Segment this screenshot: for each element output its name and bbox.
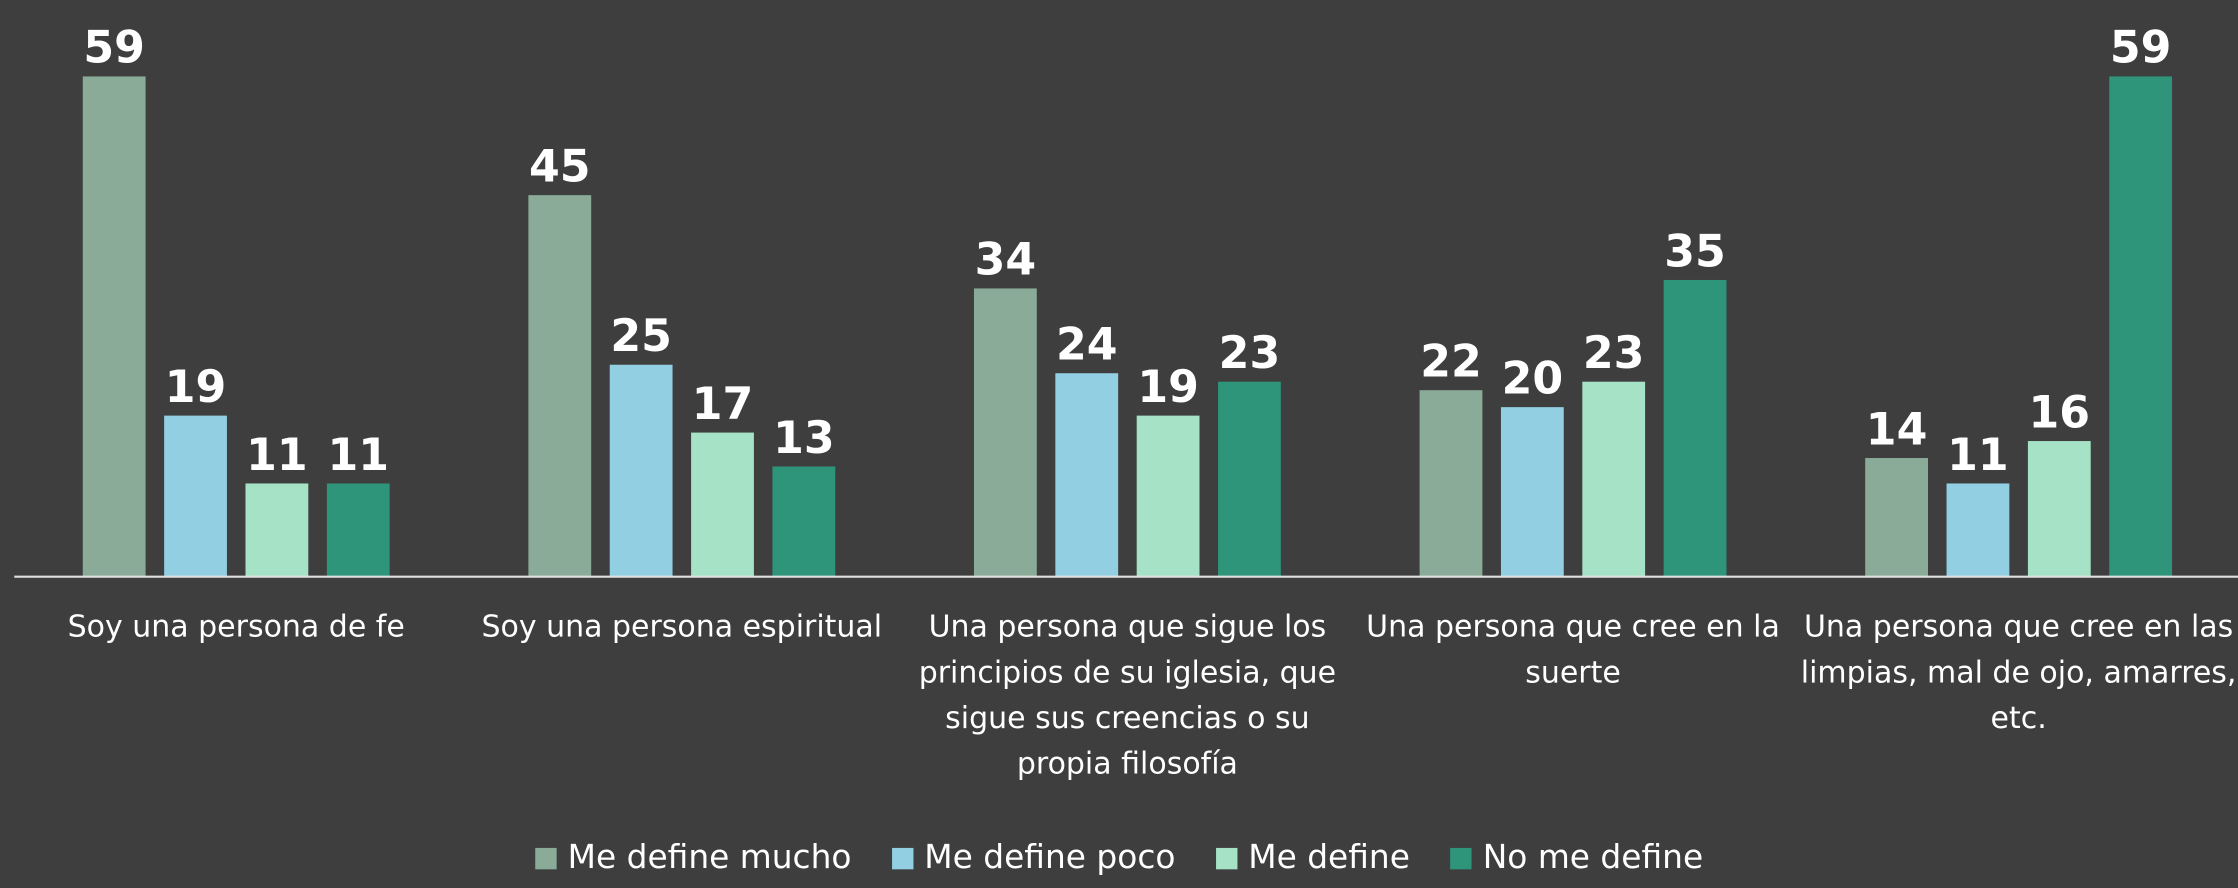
legend: Me define mucho Me define poco Me define No… bbox=[0, 839, 2238, 876]
bar bbox=[1500, 407, 1564, 577]
value-label: 34 bbox=[975, 235, 1037, 286]
bar bbox=[691, 432, 754, 577]
bar bbox=[1136, 415, 1200, 577]
bar bbox=[1946, 483, 2010, 577]
bar bbox=[973, 288, 1037, 577]
x-tick-label: Soy una persona espiritual bbox=[481, 609, 883, 644]
legend-box: Me define mucho Me define poco Me define No… bbox=[0, 839, 2238, 876]
category-label-box: Soy una persona de fe bbox=[67, 609, 405, 644]
value-label: 22 bbox=[1420, 336, 1482, 387]
x-tick-label: Una persona que cree en las limpias, mal… bbox=[1800, 609, 2237, 736]
legend-item: Me define bbox=[1215, 839, 1410, 876]
bar bbox=[1663, 279, 1727, 577]
legend-swatch bbox=[1449, 847, 1472, 869]
legend-swatch bbox=[1215, 847, 1237, 869]
bar bbox=[82, 76, 146, 577]
legend-item: Me define mucho bbox=[534, 839, 852, 877]
legend-item: Me define poco bbox=[891, 839, 1175, 876]
legend-label: Me define mucho bbox=[567, 839, 852, 877]
x-tick-label: Una persona que sigue los principios de … bbox=[918, 609, 1337, 781]
bar bbox=[1865, 458, 1928, 577]
value-label: 35 bbox=[1664, 226, 1726, 277]
bar bbox=[528, 195, 592, 577]
value-label: 24 bbox=[1056, 320, 1118, 371]
value-label: 59 bbox=[2110, 23, 2172, 74]
bar bbox=[326, 483, 390, 577]
category-label-box: Una persona que cree en las limpias, mal… bbox=[1800, 609, 2237, 736]
bar bbox=[609, 364, 673, 577]
value-label: 59 bbox=[83, 23, 145, 74]
category-label-box: Una persona que cree en la suerte bbox=[1366, 609, 1780, 690]
value-label: 11 bbox=[246, 430, 308, 481]
value-label: 14 bbox=[1866, 404, 1928, 455]
value-label: 25 bbox=[610, 311, 672, 362]
value-label: 16 bbox=[2029, 387, 2091, 438]
value-label: 20 bbox=[1502, 353, 1564, 404]
bar bbox=[772, 466, 836, 577]
value-label: 23 bbox=[1583, 328, 1645, 379]
x-tick-label: Una persona que cree en la suerte bbox=[1366, 609, 1780, 690]
bar bbox=[1055, 373, 1119, 577]
value-label: 45 bbox=[529, 141, 591, 192]
legend-label: Me define bbox=[1248, 839, 1410, 877]
bar bbox=[2109, 76, 2173, 577]
value-label: 19 bbox=[1137, 362, 1199, 413]
legend-swatch bbox=[534, 847, 557, 869]
value-label: 19 bbox=[165, 362, 227, 413]
bar bbox=[164, 415, 227, 577]
legend-label: Me define poco bbox=[924, 839, 1176, 877]
bar bbox=[1419, 390, 1483, 577]
value-label: 11 bbox=[327, 430, 389, 481]
bar bbox=[245, 483, 309, 577]
value-label: 13 bbox=[773, 413, 835, 464]
legend-label: No me define bbox=[1482, 839, 1704, 877]
value-label: 17 bbox=[692, 379, 754, 430]
category-label-box: Soy una persona espiritual bbox=[481, 609, 883, 644]
legend-swatch bbox=[891, 847, 913, 869]
bar bbox=[1218, 381, 1281, 577]
value-label: 11 bbox=[1947, 430, 2009, 481]
bar bbox=[1582, 381, 1646, 577]
x-tick-label: Soy una persona de fe bbox=[67, 609, 405, 644]
value-label: 23 bbox=[1219, 328, 1281, 379]
category-label-box: Una persona que sigue los principios de … bbox=[918, 609, 1337, 781]
bar bbox=[2027, 441, 2091, 577]
legend-item: No me define bbox=[1449, 839, 1704, 877]
